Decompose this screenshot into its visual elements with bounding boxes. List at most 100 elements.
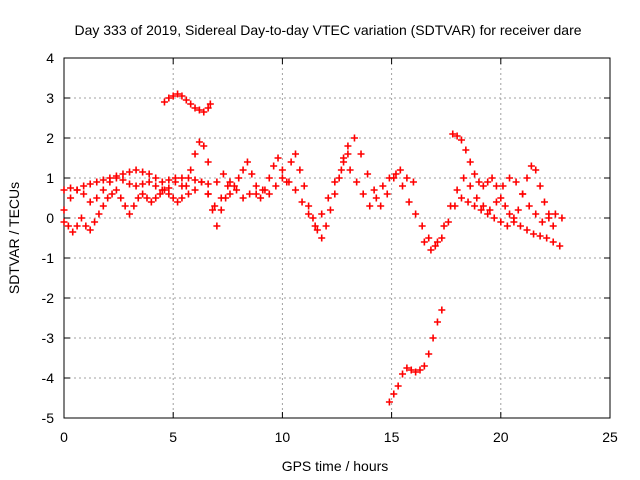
data-point [326, 206, 334, 214]
data-point [243, 158, 251, 166]
data-point [272, 182, 280, 190]
data-point [104, 194, 112, 202]
data-point [226, 190, 234, 198]
data-point [492, 182, 500, 190]
data-point [60, 218, 68, 226]
data-point [399, 370, 407, 378]
data-point [209, 206, 217, 214]
data-point [379, 182, 387, 190]
data-point [409, 178, 417, 186]
data-point [549, 222, 557, 230]
data-point [265, 174, 273, 182]
data-point [165, 94, 173, 102]
data-point [499, 182, 507, 190]
data-point [523, 226, 531, 234]
data-points [60, 90, 566, 406]
data-point [198, 178, 206, 186]
data-point [532, 210, 540, 218]
data-point [340, 154, 348, 162]
data-point [433, 238, 441, 246]
data-point [405, 198, 413, 206]
data-point [453, 186, 461, 194]
data-point [447, 202, 455, 210]
data-point [420, 362, 428, 370]
data-point [488, 174, 496, 182]
data-point [86, 226, 94, 234]
data-point [287, 158, 295, 166]
data-point [187, 166, 195, 174]
data-point [322, 222, 330, 230]
data-point [152, 194, 160, 202]
x-tick-label: 5 [169, 429, 177, 445]
data-point [412, 368, 420, 376]
data-point [473, 194, 481, 202]
data-point [126, 180, 134, 188]
axis-ticks: 0 5 10 15 20 25 -5 -4 -3 -2 -1 0 1 2 3 4 [42, 50, 618, 445]
data-point [156, 190, 164, 198]
x-tick-label: 0 [60, 429, 68, 445]
data-point [230, 182, 238, 190]
data-point [285, 178, 293, 186]
data-point [292, 150, 300, 158]
data-point [259, 186, 267, 194]
data-point [217, 206, 225, 214]
data-point [318, 234, 326, 242]
data-point [486, 206, 494, 214]
data-point [556, 242, 564, 250]
y-tick-label: 1 [46, 170, 54, 186]
data-point [425, 234, 433, 242]
series-track-c [60, 138, 212, 236]
data-point [143, 194, 151, 202]
data-point [213, 178, 221, 186]
data-point [204, 158, 212, 166]
data-point [366, 202, 374, 210]
y-tick-label: 4 [46, 50, 54, 66]
y-tick-label: -2 [42, 290, 55, 306]
data-point [418, 222, 426, 230]
data-point [514, 206, 522, 214]
data-point [187, 100, 195, 108]
data-point [477, 206, 485, 214]
data-point [318, 210, 326, 218]
data-point [200, 108, 208, 116]
data-point [364, 170, 372, 178]
data-point [108, 190, 116, 198]
data-point [420, 238, 428, 246]
data-point [204, 180, 212, 188]
data-point [385, 398, 393, 406]
data-point [174, 90, 182, 98]
data-point [305, 210, 313, 218]
data-point [536, 182, 544, 190]
data-point [444, 218, 452, 226]
data-point [530, 230, 538, 238]
data-point [270, 162, 278, 170]
data-point [248, 170, 256, 178]
data-point [296, 166, 304, 174]
data-point [501, 202, 509, 210]
data-point [139, 180, 147, 188]
data-point [182, 182, 190, 190]
data-point [246, 190, 254, 198]
data-point [184, 190, 192, 198]
data-point [169, 194, 177, 202]
data-point [160, 186, 168, 194]
data-point [112, 174, 120, 182]
data-point [464, 198, 472, 206]
data-point [523, 174, 531, 182]
y-tick-label: -1 [42, 250, 55, 266]
data-point [69, 228, 77, 236]
data-point [219, 170, 227, 178]
data-point [490, 214, 498, 222]
data-point [383, 190, 391, 198]
data-point [311, 222, 319, 230]
chart-title: Day 333 of 2019, Sidereal Day-to-day VTE… [74, 22, 581, 38]
data-point [80, 190, 88, 198]
data-point [359, 190, 367, 198]
data-point [438, 234, 446, 242]
data-point [60, 186, 68, 194]
data-point [512, 178, 520, 186]
data-point [438, 306, 446, 314]
y-tick-label: -3 [42, 330, 55, 346]
data-point [174, 198, 182, 206]
